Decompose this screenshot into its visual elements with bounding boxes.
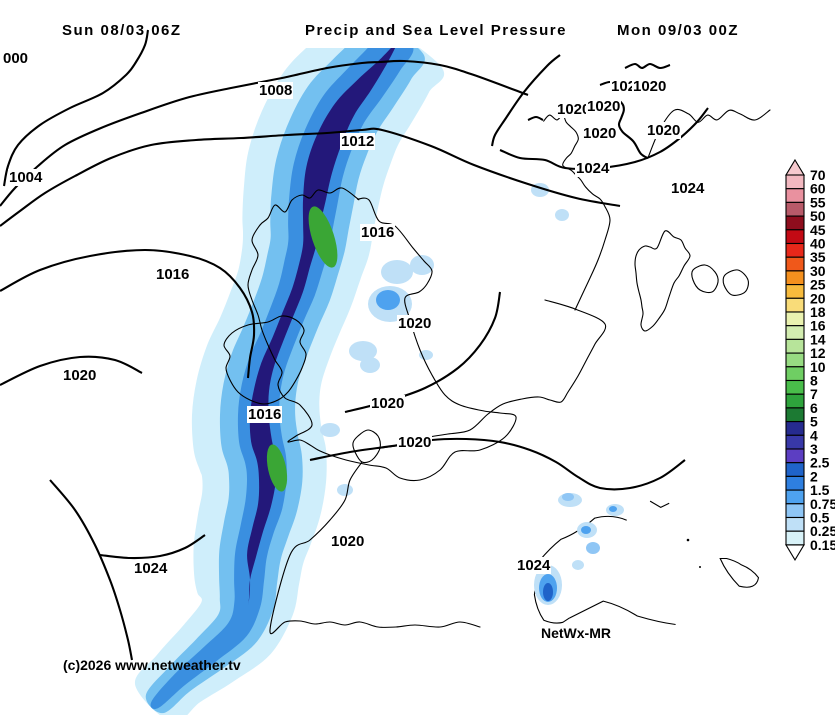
svg-text:70: 70: [810, 167, 826, 183]
svg-text:0.15: 0.15: [810, 537, 835, 553]
